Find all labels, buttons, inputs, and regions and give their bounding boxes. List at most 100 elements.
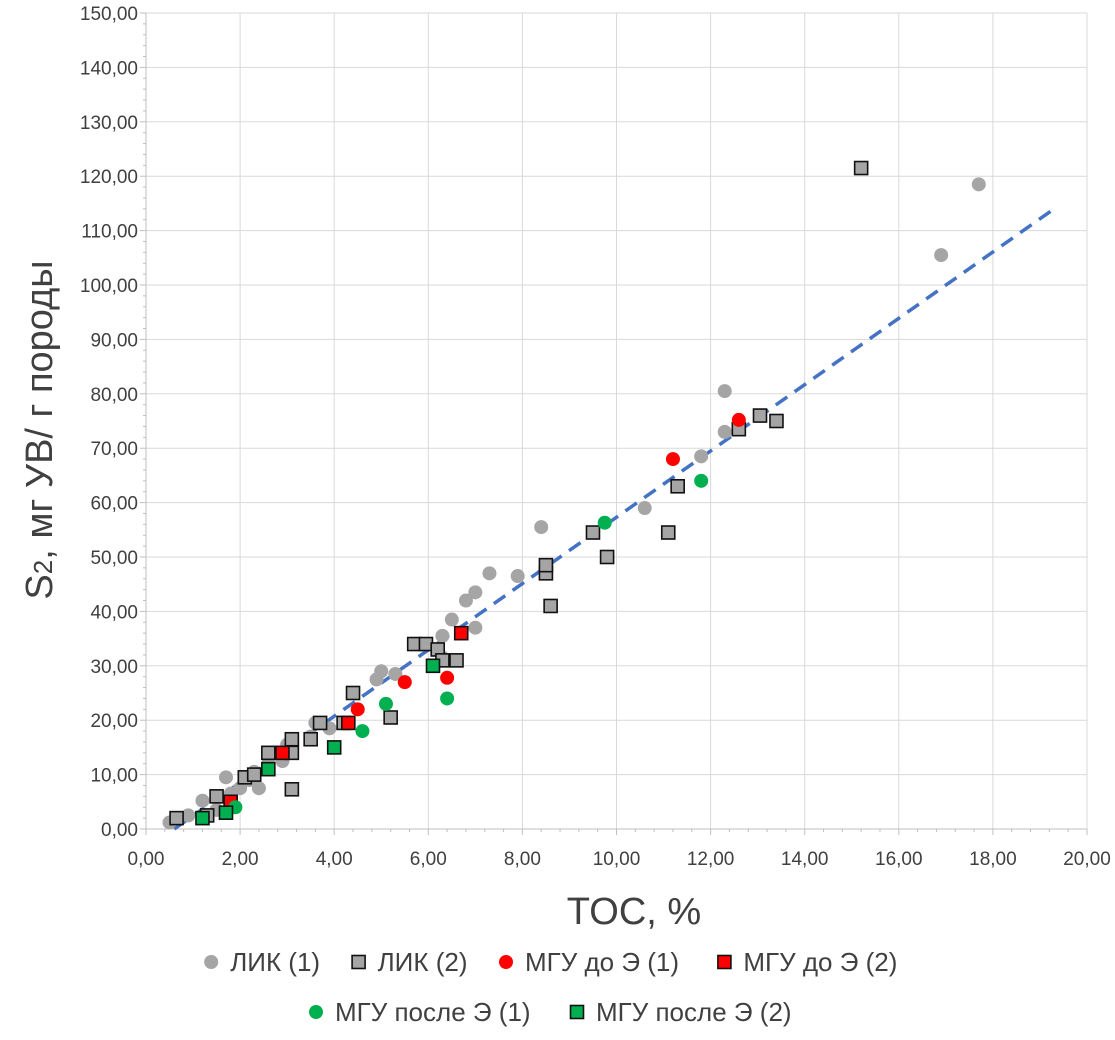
y-tick-label: 80,00 xyxy=(90,385,138,406)
data-point xyxy=(468,620,483,635)
x-tick-label: 6,00 xyxy=(410,849,447,870)
data-point xyxy=(769,413,784,429)
data-point xyxy=(538,557,554,573)
data-point xyxy=(350,702,365,717)
data-point xyxy=(169,810,184,826)
legend-label: МГУ после Э (2) xyxy=(596,997,792,1027)
data-point xyxy=(284,781,300,797)
x-tick-label: 18,00 xyxy=(969,849,1017,870)
legend-item: МГУ до Э (1) xyxy=(499,947,679,977)
data-point xyxy=(195,810,210,826)
data-point xyxy=(326,740,342,755)
legend: ЛИК (1) ЛИК (2) МГУ до Э (1) МГУ до Э (2) МГ… xyxy=(204,947,897,1027)
data-point xyxy=(449,653,464,668)
data-point xyxy=(482,566,497,581)
y-tick-label: 30,00 xyxy=(90,657,138,678)
data-point xyxy=(435,628,450,643)
x-axis-title: TOC, % xyxy=(567,891,701,933)
data-point xyxy=(453,625,469,641)
y-tick-label: 110,00 xyxy=(81,222,138,243)
legend-item: МГУ до Э (2) xyxy=(717,947,897,977)
data-point xyxy=(374,664,389,679)
y-tick-label: 130,00 xyxy=(80,113,138,134)
x-tick-label: 20,00 xyxy=(1063,849,1111,870)
y-tick-label: 150,00 xyxy=(80,4,138,25)
legend-item: МГУ после Э (2) xyxy=(569,997,792,1027)
x-tick-labels: 0,00 2,00 4,00 6,00 8,00 10,00 12,00 14,00 16,00… xyxy=(128,849,1111,870)
data-point xyxy=(355,724,370,739)
data-point xyxy=(660,525,676,540)
data-point xyxy=(670,478,685,494)
data-points xyxy=(162,160,986,830)
data-point xyxy=(397,675,412,690)
legend-item: МГУ после Э (1) xyxy=(309,997,531,1027)
data-point xyxy=(218,805,234,820)
data-point xyxy=(534,520,549,535)
data-point xyxy=(440,691,455,706)
series-4 xyxy=(223,625,469,810)
data-point xyxy=(303,731,318,747)
series-6 xyxy=(195,658,441,826)
data-point xyxy=(275,745,290,761)
y-tick-label: 40,00 xyxy=(90,602,138,623)
legend-marker xyxy=(569,1004,585,1020)
data-point xyxy=(444,612,459,627)
y-tick-label: 10,00 xyxy=(90,766,138,787)
x-tick-label: 8,00 xyxy=(504,849,541,870)
data-point xyxy=(731,412,746,427)
data-point xyxy=(543,598,558,614)
data-point xyxy=(717,384,732,399)
x-tick-label: 2,00 xyxy=(222,849,259,870)
y-axis-title-main: S xyxy=(19,574,61,599)
gridlines xyxy=(146,12,1088,829)
y-tick-label: 20,00 xyxy=(90,711,138,732)
y-tick-label: 70,00 xyxy=(90,439,138,460)
y-tick-label: 50,00 xyxy=(90,548,138,569)
x-tick-label: 14,00 xyxy=(781,849,829,870)
data-point xyxy=(251,781,266,796)
series-1 xyxy=(162,177,986,830)
data-point xyxy=(853,160,869,176)
y-tick-label: 90,00 xyxy=(90,330,138,351)
legend-label: ЛИК (1) xyxy=(230,947,320,977)
legend-marker xyxy=(499,955,513,969)
x-tick-label: 10,00 xyxy=(593,849,641,870)
legend-marker xyxy=(204,955,219,969)
y-axis-title-rest: , мг УВ/ г породы xyxy=(19,260,61,559)
legend-marker xyxy=(309,1005,323,1019)
data-point xyxy=(218,770,233,785)
data-point xyxy=(599,549,615,565)
data-point xyxy=(388,666,403,681)
legend-item: ЛИК (1) xyxy=(204,947,320,977)
data-point xyxy=(694,473,709,488)
y-axis-title-subscript: 2 xyxy=(28,560,58,574)
data-point xyxy=(665,452,680,467)
y-tick-label: 100,00 xyxy=(80,276,138,297)
data-point xyxy=(261,745,276,761)
x-tick-label: 4,00 xyxy=(316,849,353,870)
data-point xyxy=(383,710,398,725)
y-axis-title: S2, мг УВ/ г породы xyxy=(19,260,61,599)
x-tick-label: 0,00 xyxy=(128,849,165,870)
legend-marker xyxy=(351,954,366,970)
y-tick-label: 120,00 xyxy=(80,167,138,188)
x-tick-label: 12,00 xyxy=(687,849,735,870)
data-point xyxy=(637,501,652,516)
trendline-group xyxy=(173,207,1056,831)
axes xyxy=(140,12,1088,835)
data-point xyxy=(597,515,612,530)
data-point xyxy=(181,808,196,823)
y-tick-label: 140,00 xyxy=(80,58,138,79)
data-point xyxy=(209,789,224,804)
data-point xyxy=(934,248,949,263)
data-point xyxy=(585,525,601,540)
legend-label: ЛИК (2) xyxy=(378,947,468,977)
data-point xyxy=(233,781,248,796)
data-point xyxy=(378,696,393,711)
y-tick-label: 60,00 xyxy=(90,494,138,515)
data-point xyxy=(341,715,356,731)
legend-item: ЛИК (2) xyxy=(351,947,468,977)
data-point xyxy=(246,767,262,782)
series-2 xyxy=(169,160,869,826)
